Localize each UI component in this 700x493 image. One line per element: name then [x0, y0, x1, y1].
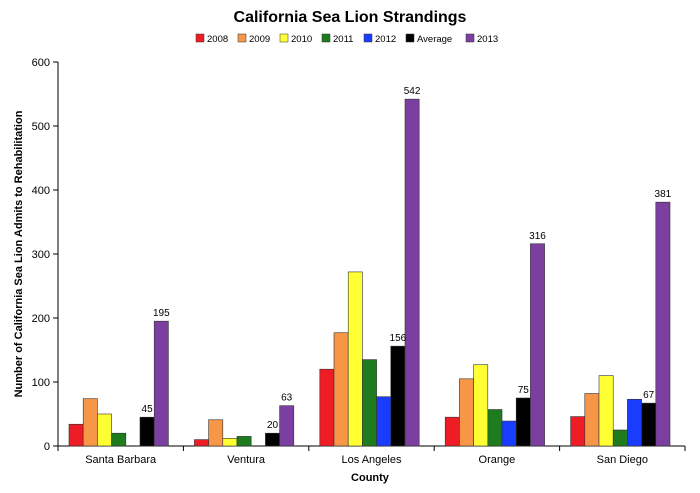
bar [641, 402, 657, 447]
legend-label: 2010 [291, 34, 312, 45]
bar [627, 398, 642, 447]
bar [97, 413, 112, 447]
bar [404, 98, 420, 447]
data-label: 75 [518, 385, 530, 396]
data-label: 381 [655, 189, 672, 200]
legend-label: 2012 [375, 34, 396, 45]
y-tick-label: 200 [32, 313, 50, 325]
data-label: 542 [404, 86, 421, 97]
y-tick-label: 400 [32, 185, 50, 197]
bar [111, 432, 127, 447]
legend-swatch [321, 33, 331, 43]
data-label: 20 [267, 420, 279, 431]
bar [279, 405, 295, 447]
legend-label: 2011 [333, 34, 353, 45]
legend-swatch [465, 33, 475, 43]
x-tick-label: Orange [479, 454, 516, 466]
bar [222, 438, 238, 447]
data-labels: 45 195 20 63 156 542 75 316 67 381 [142, 86, 672, 431]
bar [139, 416, 155, 447]
legend-swatch [195, 33, 205, 43]
bar [473, 364, 489, 447]
data-label: 45 [142, 404, 154, 415]
bar [347, 271, 363, 447]
legend-swatch [405, 33, 415, 43]
legend-label: 2013 [477, 34, 498, 45]
x-axis-title: County [351, 472, 390, 484]
legend: 2008 2009 2010 2011 2012 Average 2013 [195, 33, 498, 45]
bar [68, 423, 84, 447]
bar [444, 416, 460, 447]
bar [265, 432, 280, 447]
legend-label: 2009 [249, 34, 270, 45]
bar [487, 409, 503, 447]
bar [390, 345, 406, 447]
x-tick-label: Ventura [227, 454, 266, 466]
bar [501, 420, 517, 447]
bar [194, 439, 209, 447]
bar [570, 416, 586, 447]
bar [153, 320, 169, 447]
legend-label: 2008 [207, 34, 228, 45]
bar [530, 243, 545, 447]
data-label: 156 [390, 333, 407, 344]
bar [208, 419, 224, 447]
bar [655, 201, 671, 447]
bar [362, 359, 377, 447]
y-tick-label: 600 [32, 57, 50, 69]
bar [236, 436, 252, 447]
bar [584, 393, 600, 447]
bar [598, 375, 614, 447]
x-tick-label: San Diego [597, 454, 648, 466]
data-label: 195 [153, 308, 170, 319]
y-tick-label: 0 [44, 441, 50, 453]
data-label: 67 [643, 390, 655, 401]
data-label: 316 [529, 231, 546, 242]
y-tick-label: 500 [32, 121, 50, 133]
data-label: 63 [281, 393, 293, 404]
legend-swatch [279, 33, 289, 43]
y-axis-title: Number of California Sea Lion Admits to … [13, 110, 25, 397]
bar [376, 396, 392, 447]
bar [319, 368, 335, 447]
bars [68, 98, 671, 447]
axes: 0 100 200 300 400 500 600 Santa Barbara Ventura L… [32, 57, 686, 466]
chart-title: California Sea Lion Strandings [234, 9, 467, 26]
y-tick-label: 100 [32, 377, 50, 389]
legend-label: Average [417, 34, 452, 45]
bar [82, 398, 98, 447]
bar [612, 429, 628, 447]
x-tick-label: Santa Barbara [85, 454, 157, 466]
legend-swatch [363, 33, 373, 43]
bar [515, 397, 531, 447]
bar [333, 332, 349, 447]
x-tick-label: Los Angeles [342, 454, 402, 466]
legend-swatch [237, 33, 247, 43]
bar [459, 378, 474, 447]
y-tick-label: 300 [32, 249, 50, 261]
